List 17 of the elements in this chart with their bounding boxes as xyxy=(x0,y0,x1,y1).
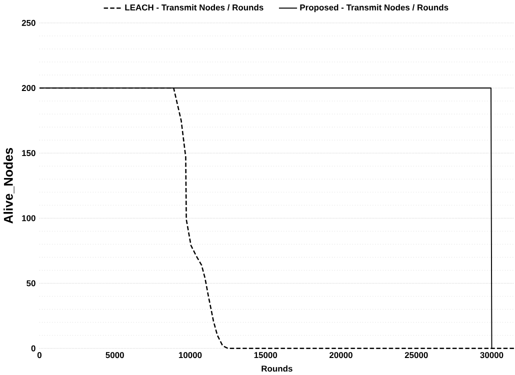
y-axis-title: Alive_Nodes xyxy=(4,148,14,224)
y-tick-label: 250 xyxy=(22,20,36,26)
x-tick-label: 25000 xyxy=(404,352,428,358)
x-tick-label: 15000 xyxy=(254,352,278,358)
y-tick-label: 100 xyxy=(22,215,36,222)
x-tick-label: 0 xyxy=(37,352,42,358)
legend-label: LEACH - Transmit Nodes / Rounds xyxy=(125,4,264,10)
x-axis-title: Rounds xyxy=(262,365,292,372)
x-tick-label: 30000 xyxy=(480,352,504,358)
x-tick-label: 10000 xyxy=(178,352,202,358)
x-tick-label: 20000 xyxy=(330,352,352,358)
y-tick-label: 150 xyxy=(22,150,36,156)
y-tick-label: 50 xyxy=(26,280,36,286)
x-tick-label: 5000 xyxy=(106,352,124,358)
legend-label: Proposed - Transmit Nodes / Rounds xyxy=(300,4,448,12)
y-tick-label: 200 xyxy=(22,84,36,91)
y-tick-label: 0 xyxy=(31,345,36,352)
